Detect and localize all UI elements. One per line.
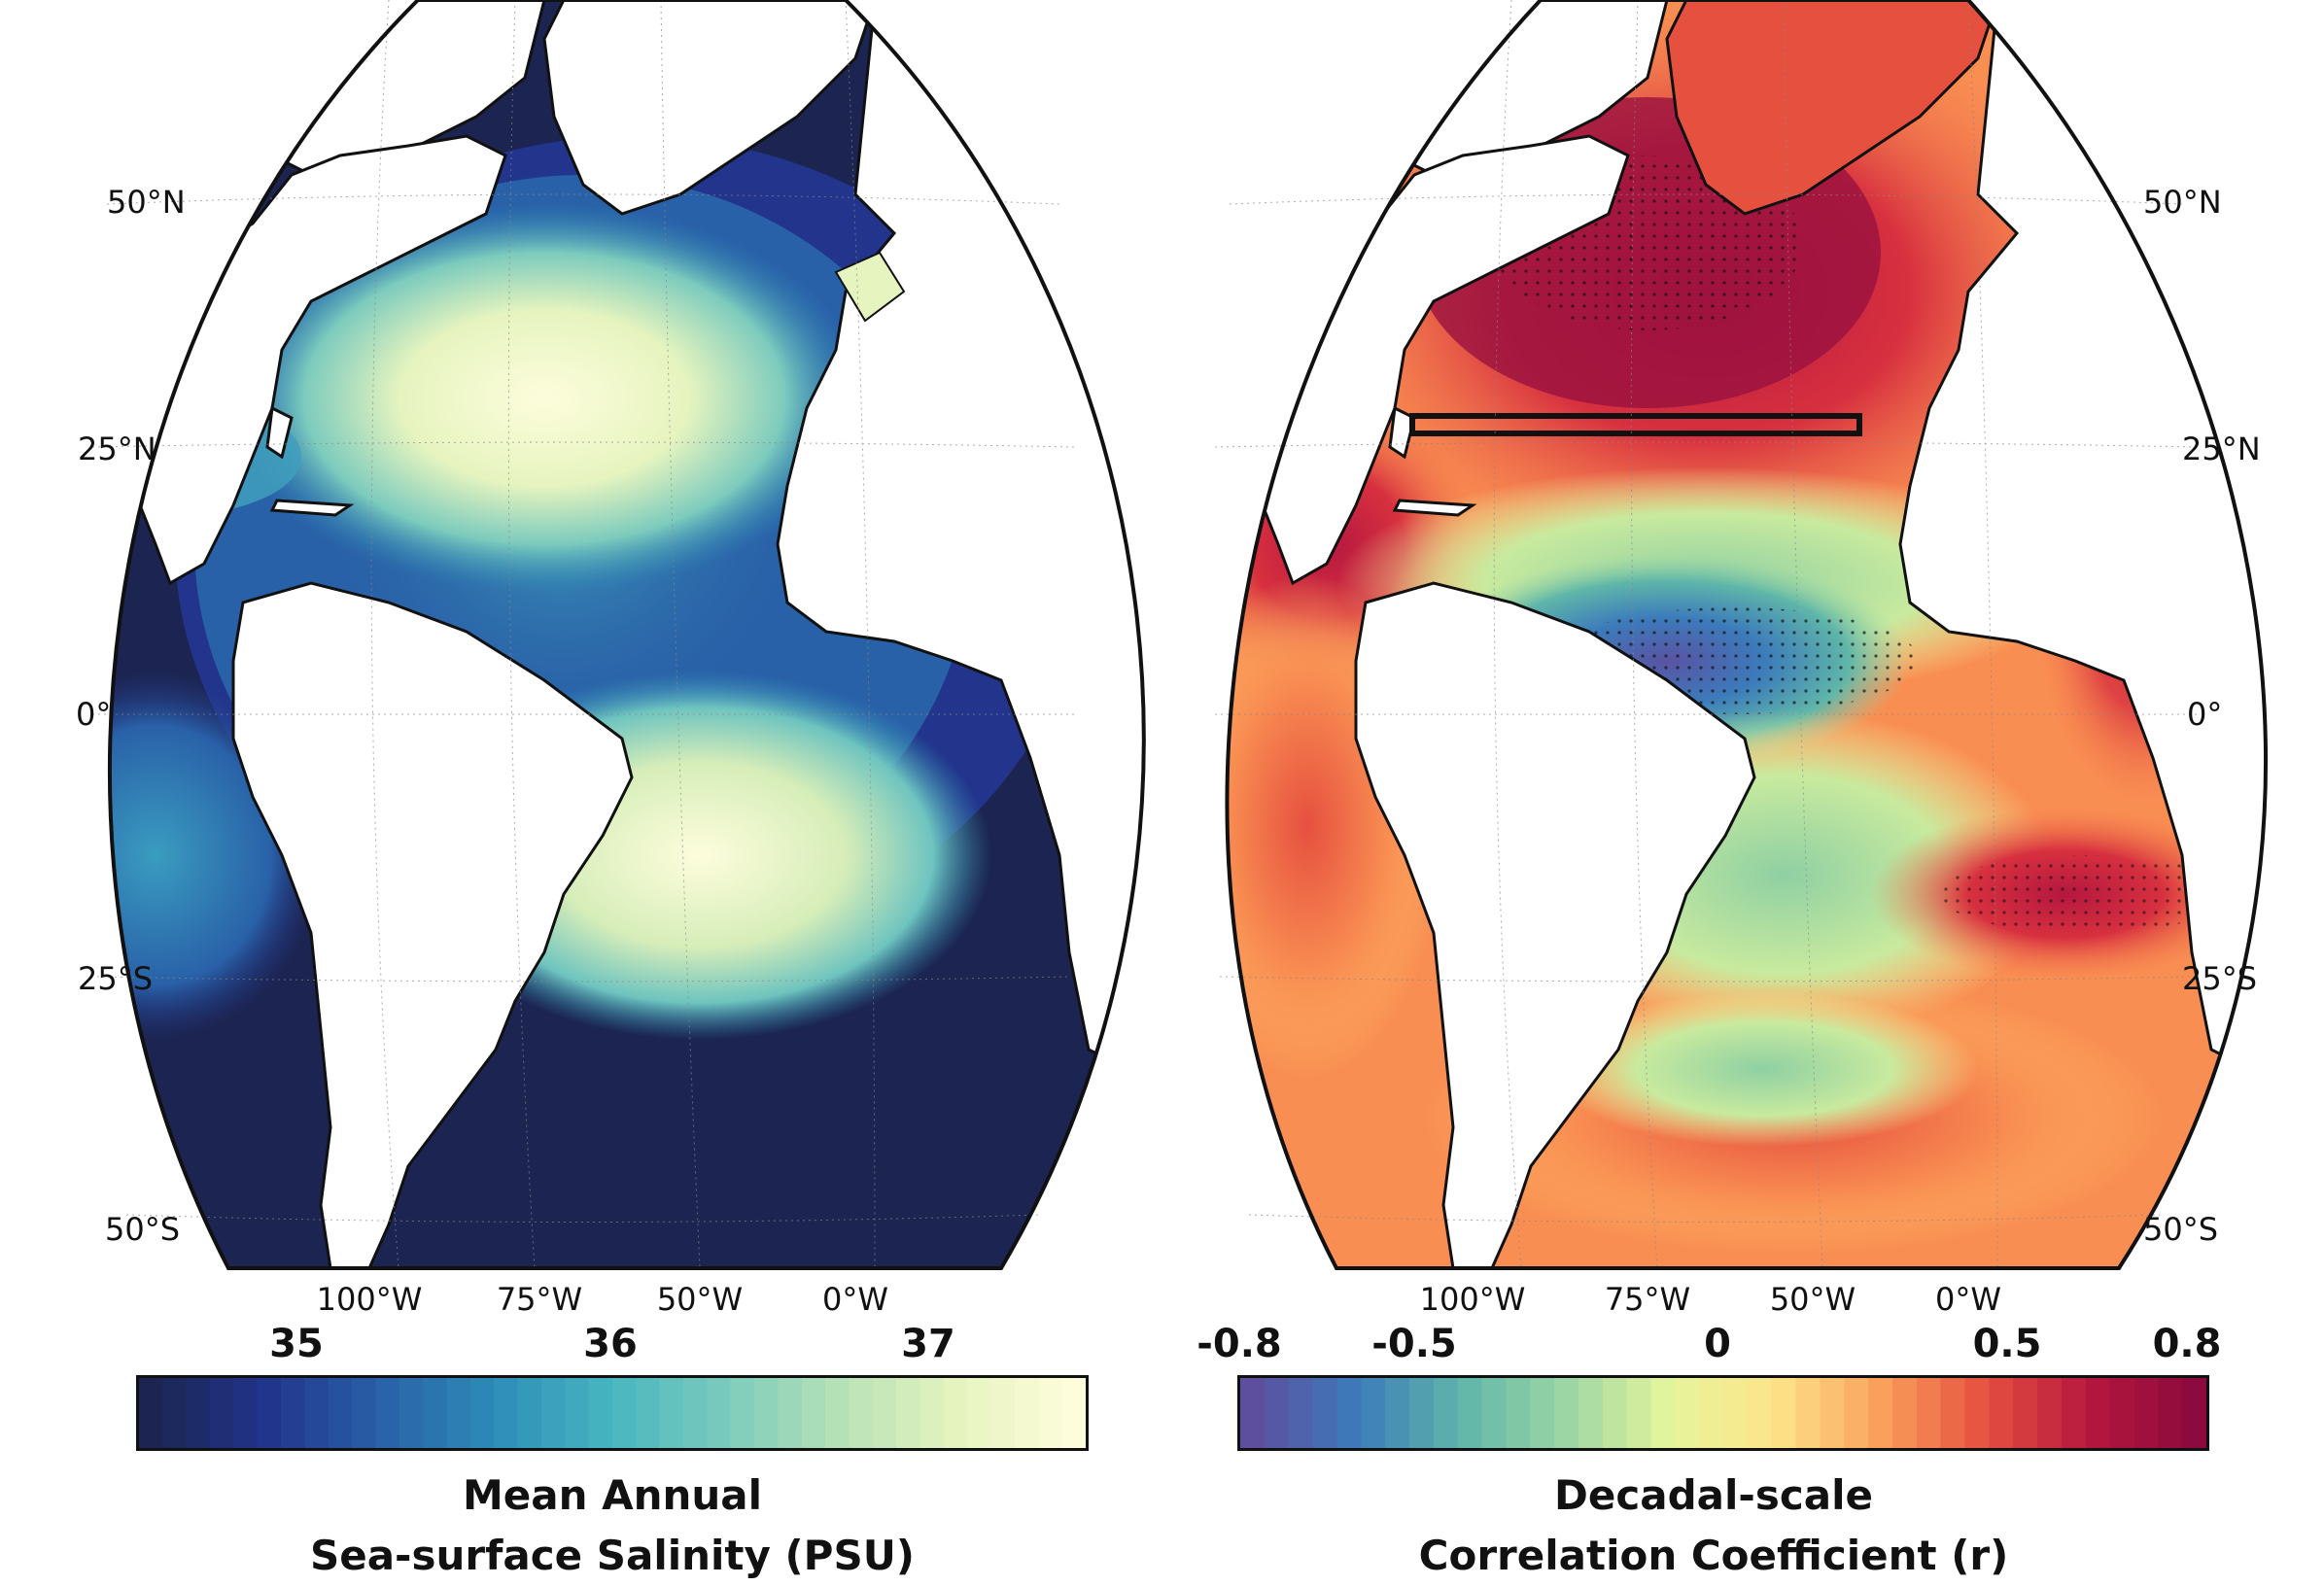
salinity-colorbar-title: Mean Annual Sea-surface Salinity (PSU) — [310, 1465, 915, 1586]
colorbar-tick-36: 36 — [583, 1322, 638, 1366]
correlation-title-line1: Decadal-scale — [1554, 1471, 1873, 1519]
colorbar-tick-neg-0.5: -0.5 — [1371, 1322, 1457, 1366]
salinity-panel: 50°N 25°N 0° 25°S 50°S 100°W 75°W 50°W 0… — [0, 0, 1162, 1584]
lon-label-0w: 0°W — [822, 1281, 888, 1318]
correlation-map — [1214, 0, 2268, 1270]
colorbar-tick-35: 35 — [269, 1322, 324, 1366]
region-box — [1409, 413, 1862, 436]
correlation-colorbar-title: Decadal-scale Correlation Coefficient (r… — [1419, 1465, 2009, 1586]
salinity-title-line2: Sea-surface Salinity (PSU) — [309, 1532, 916, 1579]
colorbar-tick-neg-0.8: -0.8 — [1197, 1322, 1282, 1366]
lat-label-50s-right: 50°S — [2143, 1211, 2219, 1248]
colorbar-tick-0: 0 — [1704, 1322, 1731, 1366]
salinity-title-line1: Mean Annual — [462, 1471, 763, 1519]
salinity-gridlines — [91, 0, 1075, 1269]
lon-label-100w-right: 100°W — [1419, 1281, 1526, 1318]
correlation-gridlines — [1214, 0, 2198, 1269]
lat-label-25n: 25°N — [78, 431, 156, 467]
colorbar-tick-0.8: 0.8 — [2152, 1322, 2222, 1366]
salinity-map — [91, 0, 1146, 1270]
lon-label-50w-right: 50°W — [1769, 1281, 1856, 1318]
lat-label-50n: 50°N — [107, 184, 186, 221]
lat-label-50n-right: 50°N — [2143, 184, 2222, 221]
lat-label-50s: 50°S — [105, 1211, 181, 1248]
lat-label-25s-right: 25°S — [2182, 960, 2258, 997]
colorbar-tick-0.5: 0.5 — [1972, 1322, 2042, 1366]
salinity-map-frame — [108, 0, 1146, 1270]
lat-label-25s: 25°S — [78, 960, 154, 997]
lon-label-50w: 50°W — [656, 1281, 744, 1318]
lat-label-25n-right: 25°N — [2182, 431, 2261, 467]
lat-label-0-right: 0° — [2187, 696, 2223, 733]
correlation-panel: 50°N 25°N 0° 25°S 50°S 100°W 75°W 50°W 0… — [1162, 0, 2324, 1584]
salinity-colorbar — [136, 1375, 1089, 1451]
correlation-map-frame — [1225, 0, 2268, 1270]
lon-label-75w-right: 75°W — [1604, 1281, 1691, 1318]
lon-label-100w: 100°W — [316, 1281, 423, 1318]
correlation-colorbar — [1237, 1375, 2209, 1451]
lon-label-0w-right: 0°W — [1935, 1281, 2001, 1318]
correlation-title-line2: Correlation Coefficient (r) — [1418, 1532, 2009, 1579]
lat-label-0: 0° — [76, 696, 112, 733]
lon-label-75w: 75°W — [496, 1281, 583, 1318]
colorbar-tick-37: 37 — [901, 1322, 955, 1366]
